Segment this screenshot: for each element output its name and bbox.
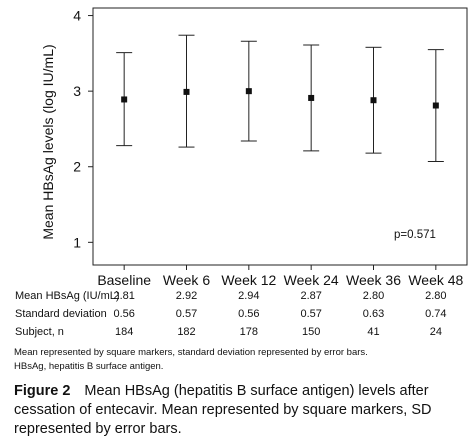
table-cell: 182 bbox=[177, 326, 195, 338]
table-cell: 41 bbox=[367, 326, 379, 338]
table-cell: 2.80 bbox=[425, 290, 446, 302]
y-tick-label: 2 bbox=[73, 159, 81, 175]
table-cell: 0.57 bbox=[176, 308, 197, 320]
chart-footnote: Mean represented by square markers, stan… bbox=[14, 346, 464, 374]
statistics-table: Mean HBsAg (IU/mL)2.81 2.92 2.94 2.87 2.80 2.… bbox=[15, 290, 447, 338]
y-tick-label: 4 bbox=[73, 8, 81, 24]
mean-marker bbox=[370, 97, 377, 104]
table-cell: 0.63 bbox=[363, 308, 384, 320]
x-tick-label: Baseline bbox=[97, 272, 151, 288]
x-tick-label: Week 36 bbox=[346, 272, 401, 288]
table-cell: 178 bbox=[240, 326, 258, 338]
table-cell: 2.94 bbox=[238, 290, 259, 302]
x-tick-label: Week 48 bbox=[408, 272, 463, 288]
x-tick-labels: Baseline Week 6 Week 12 Week 24 Week 36 Week … bbox=[97, 272, 463, 288]
table-cell: 150 bbox=[302, 326, 320, 338]
mean-marker bbox=[121, 96, 128, 103]
table-cell: 2.92 bbox=[176, 290, 197, 302]
table-cell: 0.57 bbox=[300, 308, 321, 320]
table-cell: 0.56 bbox=[113, 308, 134, 320]
x-tick-label: Week 6 bbox=[163, 272, 210, 288]
plot-frame bbox=[92, 7, 468, 266]
footnote-line-1: Mean represented by square markers, stan… bbox=[14, 347, 368, 358]
p-value-annotation: p=0.571 bbox=[394, 229, 436, 241]
y-tick-label: 1 bbox=[73, 234, 81, 250]
figure-caption: Figure 2 Mean HBsAg (hepatitis B surface … bbox=[14, 382, 470, 439]
hbsag-chart: Baseline Week 6 Week 12 Week 24 Week 36 Week … bbox=[15, 7, 468, 338]
table-cell: 24 bbox=[430, 326, 442, 338]
mean-marker bbox=[308, 94, 315, 101]
mean-marker bbox=[432, 102, 439, 109]
table-cell: 0.56 bbox=[238, 308, 259, 320]
table-row-label: Standard deviation bbox=[15, 308, 107, 320]
table-row-label: Subject, n bbox=[15, 326, 64, 338]
figure-label: Figure 2 bbox=[14, 383, 71, 399]
y-tick-label: 3 bbox=[73, 83, 81, 99]
table-cell: 2.80 bbox=[363, 290, 384, 302]
mean-marker bbox=[183, 88, 190, 95]
y-axis-label: Mean HBsAg levels (log IU/mL) bbox=[40, 44, 56, 239]
chart-axes bbox=[88, 7, 468, 270]
table-cell: 184 bbox=[115, 326, 133, 338]
mean-marker bbox=[245, 88, 252, 95]
figure-caption-text: Mean HBsAg (hepatitis B surface antigen)… bbox=[14, 383, 432, 437]
table-cell: 2.81 bbox=[113, 290, 134, 302]
table-row-label: Mean HBsAg (IU/mL) bbox=[15, 290, 120, 302]
x-tick-label: Week 12 bbox=[221, 272, 276, 288]
table-cell: 2.87 bbox=[300, 290, 321, 302]
y-tick-labels: 1 2 3 4 bbox=[73, 8, 81, 251]
x-tick-label: Week 24 bbox=[284, 272, 339, 288]
chart-marks bbox=[116, 34, 444, 162]
footnote-line-2: HBsAg, hepatitis B surface antigen. bbox=[14, 361, 164, 372]
table-cell: 0.74 bbox=[425, 308, 446, 320]
